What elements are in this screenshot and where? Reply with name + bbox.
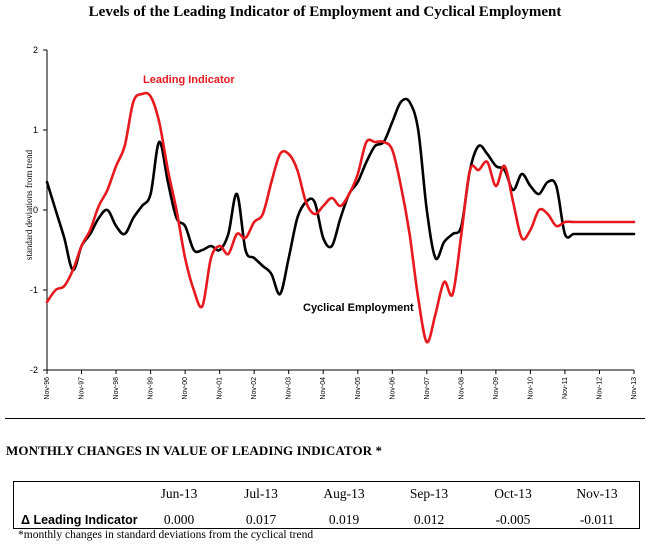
x-tick-label: Nov-08 <box>458 377 465 400</box>
column-header-nov-13: Nov-13 <box>576 486 618 501</box>
cell-oct-13: -0.005 <box>495 512 531 527</box>
series-label-cyclical-employment: Cyclical Employment <box>303 302 414 314</box>
x-tick-label: Nov-06 <box>389 377 396 400</box>
column-header-aug-13: Aug-13 <box>323 486 365 501</box>
cell-jul-13: 0.017 <box>245 512 277 527</box>
series-labels: Leading Indicator Cyclical Employment <box>143 74 414 314</box>
cell-sep-13: 0.012 <box>413 512 445 527</box>
column-header-jun-13: Jun-13 <box>160 486 198 501</box>
series-label-leading-indicator: Leading Indicator <box>143 74 235 86</box>
axis-tick-labels: 2 1 0 -1 -2 standard deviations from trend Nov… <box>24 45 638 400</box>
chart-title: Levels of the Leading Indicator of Emplo… <box>88 4 562 20</box>
cell-aug-13: 0.019 <box>328 512 360 527</box>
y-tick-label: 0 <box>33 205 38 215</box>
x-tick-label: Nov-99 <box>148 377 155 400</box>
monthly-changes-table: Jun-13 Jul-13 Aug-13 Sep-13 Oct-13 Nov-1… <box>13 481 640 529</box>
x-tick-label: Nov-96 <box>44 377 51 400</box>
table-footnote: *monthly changes in standard deviations … <box>18 529 314 541</box>
x-tick-label: Nov-04 <box>320 377 327 400</box>
column-header-jul-13: Jul-13 <box>244 486 278 501</box>
x-tick-label: Nov-02 <box>251 377 258 400</box>
x-tick-label: Nov-12 <box>596 377 603 400</box>
x-tick-label: Nov-01 <box>217 377 224 400</box>
column-header-sep-13: Sep-13 <box>409 486 449 501</box>
leading-indicator-line <box>45 91 636 344</box>
series-layer <box>45 91 636 344</box>
y-tick-label: 2 <box>33 45 38 55</box>
cell-nov-13: -0.011 <box>579 512 615 527</box>
cell-jun-13: 0.000 <box>163 512 195 527</box>
x-tick-label: Nov-07 <box>424 377 431 400</box>
section-divider <box>5 418 645 419</box>
x-tick-label: Nov-10 <box>527 377 534 400</box>
chart-axes <box>43 49 635 374</box>
x-tick-label: Nov-97 <box>79 377 86 400</box>
y-tick-label: 1 <box>33 125 38 135</box>
row-label-leading-indicator: Δ Leading Indicator <box>21 513 138 527</box>
y-axis-label: standard deviations from trend <box>24 149 34 260</box>
cyclical-employment-line <box>45 97 636 296</box>
y-tick-label: -2 <box>30 365 38 375</box>
x-tick-label: Nov-05 <box>355 377 362 400</box>
x-tick-label: Nov-13 <box>631 377 638 400</box>
x-tick-label: Nov-00 <box>182 377 189 400</box>
y-tick-label: -1 <box>30 285 38 295</box>
x-tick-label: Nov-09 <box>493 377 500 400</box>
chart-plot: 2 1 0 -1 -2 standard deviations from trend Nov… <box>24 45 638 400</box>
x-tick-label: Nov-11 <box>562 377 569 399</box>
column-header-oct-13: Oct-13 <box>494 486 532 501</box>
table-heading: MONTHLY CHANGES IN VALUE OF LEADING INDI… <box>6 443 383 458</box>
x-tick-label: Nov-98 <box>113 377 120 400</box>
x-tick-label: Nov-03 <box>286 377 293 400</box>
